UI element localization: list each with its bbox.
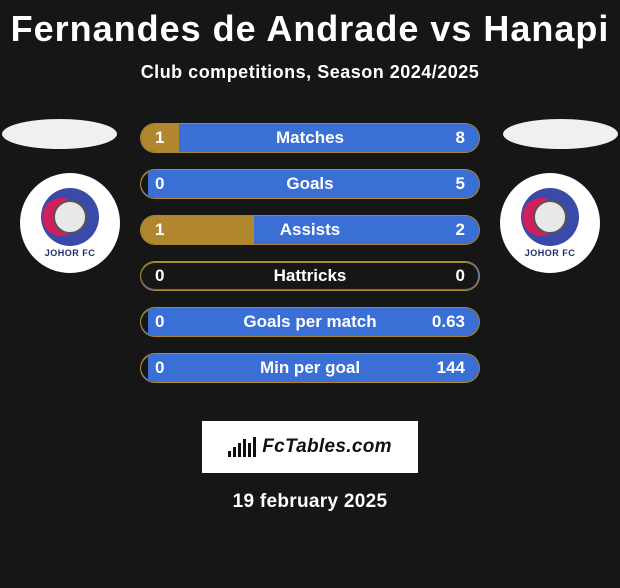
page-title: Fernandes de Andrade vs Hanapi [0,8,620,50]
left-player-oval [2,119,117,149]
stat-label: Assists [141,220,479,240]
comparison-panel: JOHOR FC JOHOR FC 18Matches 05Goals 12Assi… [0,113,620,413]
club-crest-icon [41,188,99,246]
stat-row: 0144Min per goal [140,353,480,383]
right-club-name: JOHOR FC [525,248,576,258]
stat-label: Goals per match [141,312,479,332]
stat-row: 00.63Goals per match [140,307,480,337]
stat-row: 12Assists [140,215,480,245]
stat-label: Hattricks [141,266,479,286]
stats-list: 18Matches 05Goals 12Assists 00Hattricks 00.6… [140,123,480,399]
right-club-badge: JOHOR FC [500,173,600,273]
stat-label: Goals [141,174,479,194]
brand-logo: FcTables.com [202,421,418,473]
subtitle: Club competitions, Season 2024/2025 [0,62,620,83]
stat-label: Min per goal [141,358,479,378]
brand-bars-icon [228,437,256,457]
club-crest-icon [521,188,579,246]
left-club-name: JOHOR FC [45,248,96,258]
stat-row: 05Goals [140,169,480,199]
stat-label: Matches [141,128,479,148]
left-club-badge: JOHOR FC [20,173,120,273]
stat-row: 00Hattricks [140,261,480,291]
brand-text: FcTables.com [262,436,392,458]
stat-row: 18Matches [140,123,480,153]
right-player-oval [503,119,618,149]
date-label: 19 february 2025 [0,491,620,513]
